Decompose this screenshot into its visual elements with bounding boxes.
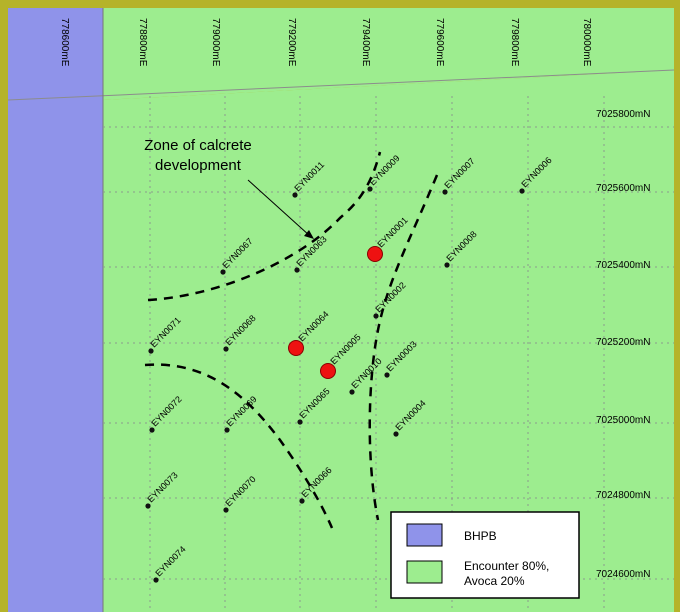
highlight-marker [288, 340, 304, 356]
collar-marker [153, 577, 159, 583]
easting-label: 779800mE [509, 18, 520, 67]
collar-marker [145, 503, 151, 509]
calcrete-boundary-east [368, 174, 439, 521]
legend-label-encounter-2: Avoca 20% [464, 574, 525, 588]
legend-label-bhpb: BHPB [464, 529, 497, 543]
legend-label-encounter-1: Encounter 80%, [464, 559, 549, 573]
northing-label: 7025600mN [596, 183, 650, 194]
collar-marker [148, 348, 154, 354]
legend: BHPB Encounter 80%, Avoca 20% [390, 511, 580, 599]
collar-marker [349, 389, 355, 395]
easting-labels: 778600mE 778800mE 779000mE 779200mE 779400mE… [59, 18, 592, 67]
highlight-marker [320, 363, 336, 379]
collar-marker [294, 267, 300, 273]
annotation-arrow-head [304, 230, 314, 239]
easting-label: 779200mE [286, 18, 297, 67]
annotation-line-2: development [155, 157, 242, 174]
collar-marker [519, 188, 525, 194]
collar-marker [442, 189, 448, 195]
collar-marker [367, 186, 373, 192]
easting-label: 779000mE [210, 18, 221, 67]
tenement-boundary [7, 69, 675, 101]
easting-label: 778600mE [59, 18, 70, 67]
collar-marker [292, 192, 298, 198]
collar-marker [149, 427, 155, 433]
annotation-line-1: Zone of calcrete [144, 137, 252, 154]
legend-box [390, 511, 580, 599]
northing-label: 7025200mN [596, 337, 650, 348]
annotation-arrow-shaft [247, 179, 311, 237]
northing-labels: 7025800mN 7025600mN 7025400mN 7025200mN 7025… [596, 109, 650, 580]
calcrete-boundary-north [147, 151, 382, 302]
collar-marker [220, 269, 226, 275]
legend-swatch-bhpb [406, 523, 443, 547]
collar-marker [297, 419, 303, 425]
highlight-marker [367, 246, 383, 262]
bhpb-tenement-area [8, 8, 103, 612]
northing-label: 7024600mN [596, 569, 650, 580]
easting-label: 778800mE [137, 18, 148, 67]
collar-marker [373, 313, 379, 319]
northing-label: 7025800mN [596, 109, 650, 120]
collar-marker [384, 372, 390, 378]
easting-label: 780000mE [581, 18, 592, 67]
easting-label: 779400mE [360, 18, 371, 67]
northing-label: 7025400mN [596, 260, 650, 271]
encounter-tenement-area [103, 70, 674, 612]
easting-label: 779600mE [434, 18, 445, 67]
collar-marker [223, 507, 229, 513]
collar-marker [444, 262, 450, 268]
northing-label: 7025000mN [596, 415, 650, 426]
collar-marker [224, 427, 230, 433]
collar-marker [299, 498, 305, 504]
encounter-tenement-area-north [103, 8, 674, 100]
northing-label: 7024800mN [596, 490, 650, 501]
collar-marker [223, 346, 229, 352]
legend-swatch-encounter [406, 560, 443, 584]
collar-marker [393, 431, 399, 437]
calcrete-zone-boundaries [144, 151, 439, 529]
calcrete-boundary-south [144, 363, 334, 529]
